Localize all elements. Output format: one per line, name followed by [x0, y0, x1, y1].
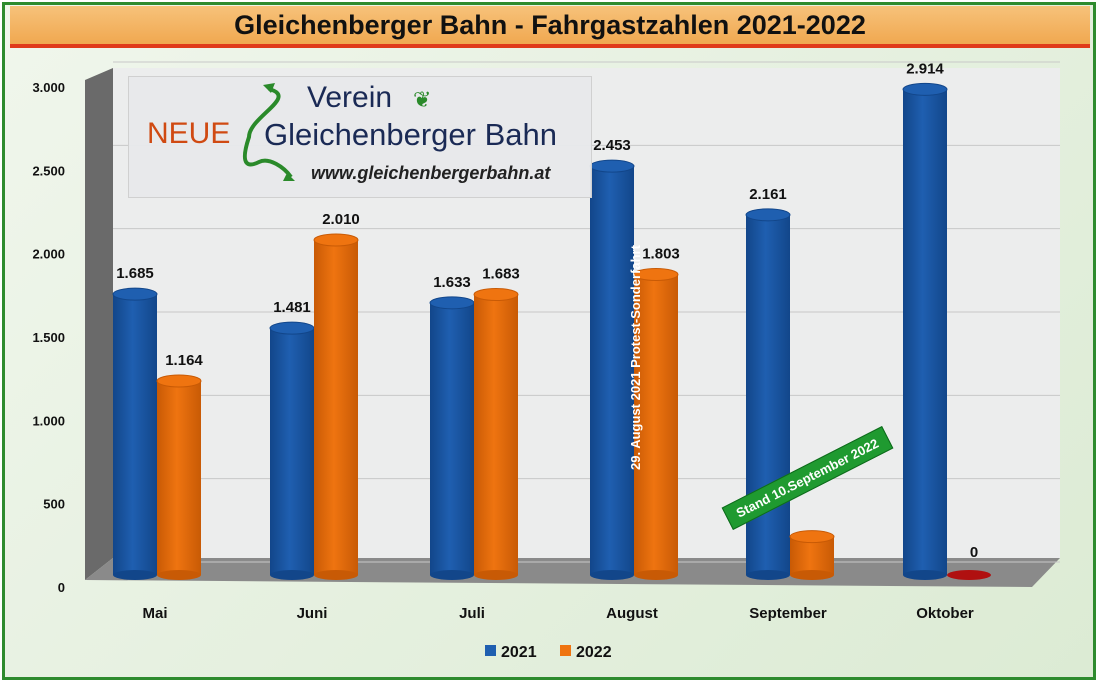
arrow-logo-icon	[242, 83, 295, 181]
bar-2021-Mai	[113, 294, 157, 575]
chart-title: Gleichenberger Bahn - Fahrgastzahlen 202…	[10, 6, 1090, 48]
bar-base	[590, 570, 634, 580]
bar-base	[157, 570, 201, 580]
bar-2022-Mai	[157, 381, 201, 575]
bar-base	[903, 570, 947, 580]
bar-top	[789, 530, 835, 544]
bar-base	[113, 570, 157, 580]
bar-base	[314, 570, 358, 580]
y-tick-label: 1.000	[32, 413, 65, 428]
data-label: 1.481	[273, 299, 311, 316]
bar-base	[474, 570, 518, 580]
bar-top	[112, 287, 158, 301]
bar-2021-Juni	[270, 328, 314, 575]
annotation-protest: 29. August 2021 Protest-Sonderfahrt	[628, 245, 643, 470]
logo-verein: Verein	[307, 81, 393, 114]
bar-top	[633, 268, 679, 281]
bar-top	[313, 233, 359, 247]
bar-top	[156, 374, 202, 388]
y-tick-label: 0	[58, 580, 65, 595]
bar-2021-September	[746, 214, 790, 576]
x-tick-label: September	[749, 605, 827, 622]
bar-2021-Juli	[430, 302, 474, 575]
logo-url: www.gleichenbergerbahn.at	[311, 163, 551, 183]
bar-top	[589, 159, 635, 173]
logo-name: Gleichenberger Bahn	[264, 117, 557, 152]
x-tick-label: Mai	[142, 605, 167, 622]
bar-top	[902, 82, 948, 96]
data-label: 2.161	[749, 186, 787, 203]
bar-top	[745, 208, 791, 222]
x-tick-label: Juni	[297, 605, 328, 622]
logo: NEUE Verein ❦ Gleichenberger Bahn www.gl…	[128, 76, 592, 198]
bar-top	[269, 321, 315, 335]
data-label: 2.914	[906, 60, 944, 77]
side-wall	[85, 68, 113, 580]
data-label: 2.453	[593, 137, 631, 154]
bar-base	[634, 570, 678, 580]
data-label: 1.685	[116, 265, 154, 282]
legend-swatch-2022	[560, 645, 571, 656]
bar-2022-August	[634, 274, 678, 575]
x-tick-label: Juli	[459, 605, 485, 622]
y-tick-label: 3.000	[32, 80, 65, 95]
data-label: 1.164	[165, 352, 203, 369]
logo-neue: NEUE	[147, 117, 231, 150]
bar-2022-Oktober	[947, 570, 991, 580]
panther-icon: ❦	[413, 87, 432, 112]
bar-2022-Juli	[474, 294, 518, 575]
bar-2021-August	[590, 166, 634, 575]
bar-base	[270, 570, 314, 580]
bar-base	[430, 570, 474, 580]
legend-swatch-2021	[485, 645, 496, 656]
data-label: 2.010	[322, 211, 360, 228]
y-tick-label: 1.500	[32, 330, 65, 345]
data-label: 1.683	[482, 266, 520, 283]
y-tick-label: 500	[43, 497, 65, 512]
bar-2022-Juni	[314, 240, 358, 575]
x-tick-label: Oktober	[916, 605, 974, 622]
bar-top	[429, 296, 475, 310]
x-tick-label: August	[606, 605, 658, 622]
legend-label: 2022	[576, 644, 612, 661]
bar-top	[473, 288, 519, 301]
data-label: 1.633	[433, 274, 471, 291]
data-label: 1.803	[642, 246, 680, 263]
bar-base	[790, 570, 834, 580]
bar-2021-Oktober	[903, 89, 947, 575]
bar-base	[746, 570, 790, 580]
y-tick-label: 2.500	[32, 163, 65, 178]
legend-label: 2021	[501, 644, 537, 661]
y-tick-label: 2.000	[32, 247, 65, 262]
data-label: 0	[970, 544, 978, 561]
